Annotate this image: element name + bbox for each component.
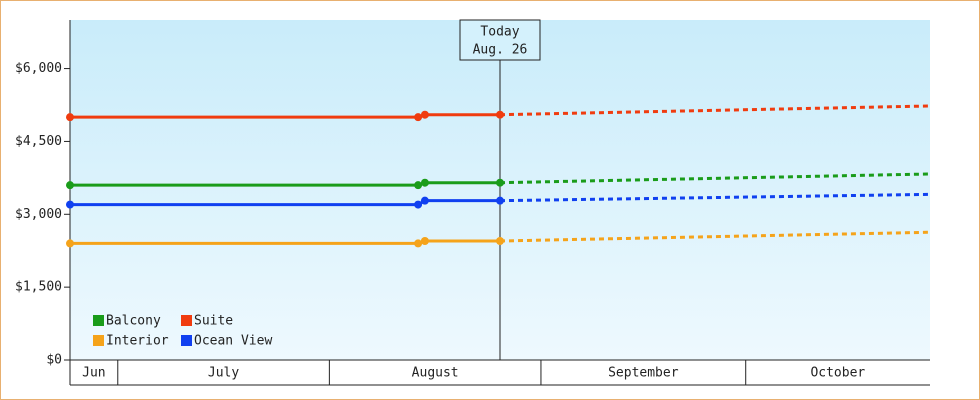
price-point — [414, 200, 423, 209]
y-tick-label: $3,000 — [15, 207, 62, 222]
price-point — [66, 239, 74, 248]
price-point — [420, 196, 429, 205]
legend-label: Balcony — [106, 314, 161, 329]
price-point — [414, 181, 423, 190]
y-tick-label: $4,500 — [15, 134, 62, 149]
price-point — [496, 178, 504, 187]
y-tick-label: $0 — [46, 353, 62, 368]
price-point — [420, 237, 429, 245]
price-point — [420, 110, 429, 119]
x-tick-label: July — [208, 366, 239, 381]
today-box — [459, 19, 541, 61]
price-point — [414, 113, 423, 122]
legend-swatch — [181, 335, 192, 346]
x-tick-label: October — [810, 366, 865, 381]
price-point — [420, 178, 429, 187]
today-date: Aug. 26 — [473, 43, 528, 58]
price-point — [496, 110, 504, 119]
price-point — [66, 113, 74, 122]
today-label: Today — [480, 25, 519, 40]
legend-swatch — [93, 335, 104, 346]
price-point — [66, 181, 74, 190]
legend-label: Interior — [106, 334, 169, 349]
legend-label: Ocean View — [194, 334, 272, 349]
y-tick-label: $6,000 — [15, 61, 62, 76]
legend-swatch — [93, 315, 104, 326]
price-point — [496, 237, 504, 245]
legend-swatch — [181, 315, 192, 326]
x-tick-label: August — [412, 366, 459, 381]
price-point — [414, 239, 423, 248]
price-point — [66, 200, 74, 209]
x-tick-label: September — [608, 366, 679, 381]
y-tick-label: $1,500 — [15, 280, 62, 295]
x-tick-label: Jun — [82, 366, 105, 381]
price-point — [496, 196, 504, 205]
legend-label: Suite — [194, 314, 233, 329]
